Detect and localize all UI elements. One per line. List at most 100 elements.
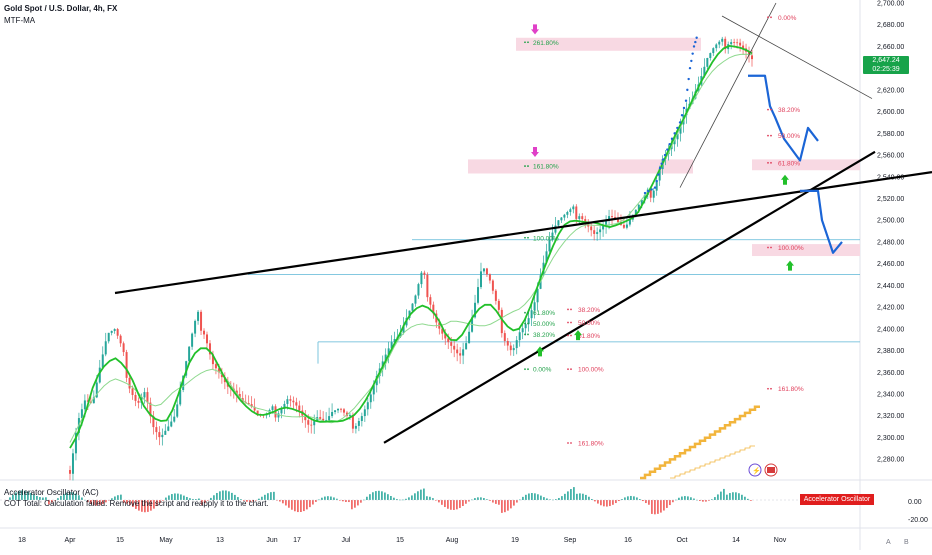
- candle-body: [488, 274, 491, 281]
- candle-body: [134, 394, 137, 401]
- ac-histogram-bar: [276, 500, 278, 501]
- fib-level-label: 100.00%: [578, 367, 604, 374]
- ac-histogram-bar: [48, 500, 50, 505]
- candle-body: [253, 406, 256, 411]
- candle-body: [560, 217, 563, 221]
- candle-body: [453, 345, 456, 350]
- fib-marker-dot: [570, 334, 572, 337]
- indicator-tick-label: 0.00: [908, 499, 922, 506]
- ac-histogram-bar: [306, 500, 308, 510]
- ac-histogram-bar: [324, 496, 326, 500]
- fib-marker-dot: [767, 134, 769, 137]
- ac-histogram-bar: [462, 500, 464, 507]
- ac-histogram-bar: [150, 500, 152, 511]
- fib-marker-dot: [767, 16, 769, 19]
- candle-body: [551, 232, 554, 240]
- ac-histogram-bar: [393, 497, 395, 500]
- candle-body: [432, 304, 435, 314]
- fib-marker-dot: [524, 41, 526, 44]
- fib-zone-100-red: [752, 244, 860, 257]
- y-tick-label: 2,460.00: [877, 261, 904, 268]
- ac-histogram-bar: [498, 500, 500, 505]
- candle-body: [479, 271, 482, 288]
- ac-histogram-bar: [300, 500, 302, 512]
- candle-body: [176, 404, 179, 417]
- ac-histogram-bar: [21, 490, 23, 500]
- candle-body: [703, 66, 706, 77]
- ac-histogram-bar: [693, 498, 695, 500]
- ac-histogram-bar: [606, 500, 608, 507]
- ac-histogram-bar: [642, 500, 644, 502]
- candle-body: [211, 354, 214, 365]
- candle-body: [468, 331, 471, 344]
- candle-body: [194, 320, 197, 334]
- flag-glyph: [767, 467, 775, 473]
- candle-body: [608, 216, 611, 221]
- arrow-up-icon: [781, 174, 789, 185]
- projection-dot: [663, 153, 667, 157]
- candle-body: [167, 426, 170, 431]
- ac-histogram-bar: [507, 500, 509, 511]
- ac-histogram-bar: [285, 500, 287, 506]
- candle-body: [69, 470, 71, 474]
- candle-body: [658, 169, 661, 181]
- candle-body: [104, 341, 107, 355]
- projection-dot: [666, 148, 669, 151]
- candle-body: [751, 55, 753, 60]
- ac-histogram-bar: [336, 498, 338, 500]
- ac-histogram-bar: [714, 497, 716, 500]
- ac-histogram-bar: [408, 497, 410, 500]
- arrow-up-icon: [574, 330, 582, 341]
- projection-dot: [655, 179, 658, 183]
- x-tick-label: 14: [732, 537, 740, 544]
- ac-histogram-bar: [525, 494, 527, 500]
- ac-histogram-bar: [423, 488, 425, 500]
- candle-body: [235, 390, 238, 394]
- ac-histogram-bar: [741, 494, 743, 500]
- x-tick-label: Jul: [342, 537, 351, 544]
- candle-body: [128, 377, 131, 389]
- projection-dot: [657, 173, 660, 176]
- ac-histogram-bar: [735, 492, 737, 500]
- candle-body: [292, 400, 295, 403]
- fib-marker-dot: [567, 442, 569, 444]
- ac-histogram-bar: [699, 500, 701, 501]
- ac-histogram-bar: [111, 498, 113, 500]
- ac-histogram-bar: [687, 496, 689, 500]
- b-button[interactable]: B: [904, 539, 909, 546]
- projection-dot: [678, 121, 682, 124]
- fib-level-label: 0.00%: [533, 367, 552, 374]
- ac-histogram-bar: [72, 492, 74, 500]
- candle-body: [456, 349, 459, 354]
- ac-histogram-bar: [117, 495, 119, 500]
- ac-histogram-bar: [372, 492, 374, 500]
- candle-body: [429, 297, 432, 305]
- candle-body: [393, 339, 396, 343]
- ac-histogram-bar: [573, 487, 575, 500]
- candle-body: [337, 408, 340, 411]
- auto-scale-button[interactable]: A: [886, 539, 891, 546]
- candle-body: [718, 41, 721, 45]
- candle-body: [748, 51, 751, 56]
- ac-histogram-bar: [450, 500, 452, 510]
- ac-histogram-bar: [189, 498, 191, 500]
- ac-histogram-bar: [516, 500, 518, 503]
- ac-histogram-bar: [303, 500, 305, 512]
- candle-body: [512, 348, 515, 351]
- candle-body: [164, 430, 167, 435]
- candle-body: [459, 353, 462, 356]
- ac-histogram-bar: [156, 500, 158, 507]
- ac-histogram-bar: [333, 497, 335, 500]
- lightning-glyph: ⚡: [752, 466, 761, 475]
- ac-histogram-bar: [603, 500, 605, 507]
- ac-histogram-bar: [405, 498, 407, 500]
- candle-body: [536, 288, 539, 303]
- candle-body: [131, 388, 134, 395]
- candle-body: [673, 139, 676, 145]
- ac-histogram-bar: [168, 495, 170, 500]
- ac-histogram-bar: [93, 500, 95, 506]
- y-tick-label: 2,440.00: [877, 283, 904, 290]
- current-price: 2,647.24: [872, 57, 900, 64]
